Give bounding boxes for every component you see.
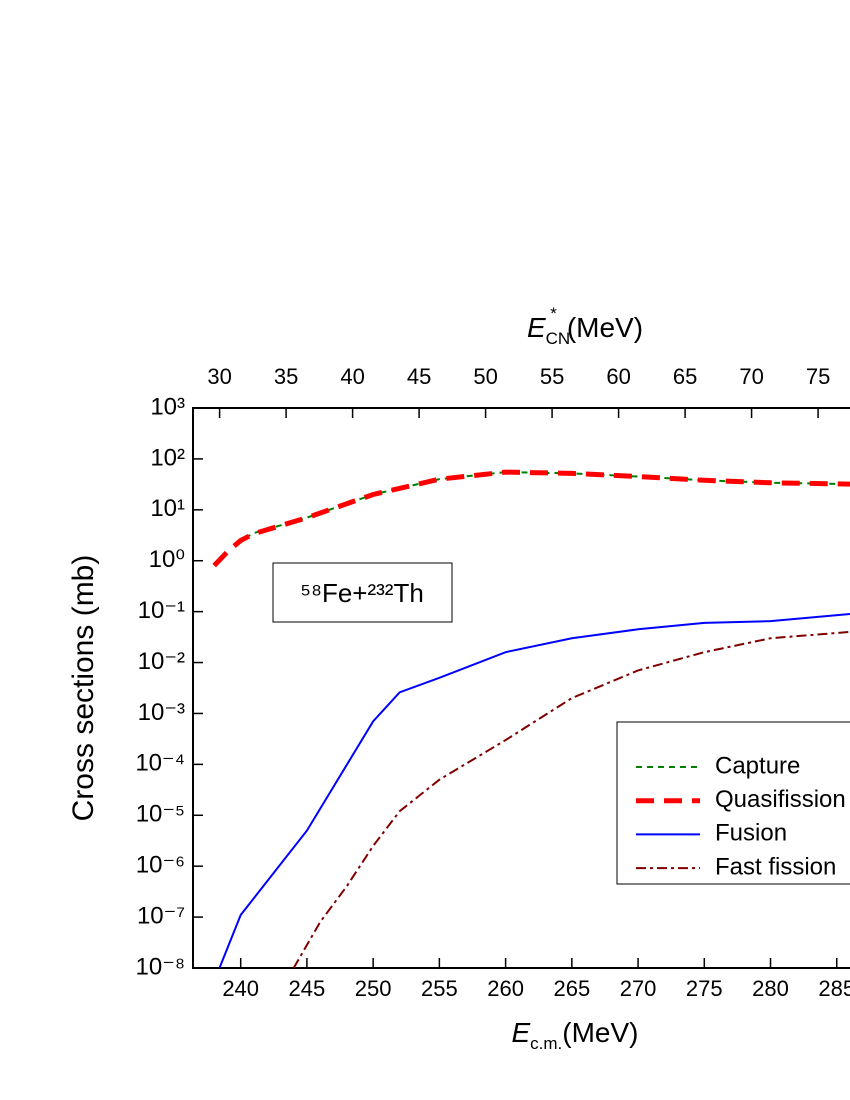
y-tick-label: 10⁻⁷ bbox=[137, 902, 185, 929]
plot-lines bbox=[212, 469, 850, 968]
x-tick-label: 280 bbox=[752, 976, 789, 1001]
y-axis-label: Cross sections (mb) bbox=[67, 555, 100, 822]
x2-tick-label: 75 bbox=[806, 364, 830, 389]
y-tick-label: 10⁻² bbox=[138, 648, 185, 675]
x2-tick-label: 55 bbox=[540, 364, 564, 389]
legend-label: Quasifission bbox=[715, 786, 846, 813]
y-tick-label: 10¹ bbox=[150, 495, 185, 522]
y-tick-label: 10² bbox=[150, 444, 185, 471]
series-line bbox=[212, 469, 850, 568]
y-tick-label: 10⁻⁸ bbox=[136, 953, 186, 980]
x2-label-sup: * bbox=[550, 304, 557, 323]
y-tick-label: 10⁰ bbox=[149, 546, 185, 573]
y-tick-label: 10⁻⁵ bbox=[136, 801, 185, 828]
x-tick-label: 265 bbox=[553, 976, 590, 1001]
x2-label-sub: CN bbox=[546, 329, 571, 348]
annotation: ⁵⁸Fe+²³²Th bbox=[300, 578, 424, 608]
legend-label: Capture bbox=[715, 752, 800, 779]
x-tick-label: 285 bbox=[818, 976, 850, 1001]
x2-label-main: E bbox=[527, 312, 546, 343]
x2-axis-label: ECN * (MeV) bbox=[527, 304, 643, 348]
x-tick-label: 240 bbox=[222, 976, 259, 1001]
x-tick-label: 255 bbox=[421, 976, 458, 1001]
x2-tick-label: 40 bbox=[340, 364, 364, 389]
y-tick-label: 10³ bbox=[150, 393, 185, 420]
series-line bbox=[218, 612, 850, 968]
x-tick-label: 260 bbox=[487, 976, 524, 1001]
x-label-sub: c.m. bbox=[530, 1034, 562, 1053]
y-tick-label: 10⁻⁴ bbox=[135, 750, 185, 777]
x-tick-label: 270 bbox=[620, 976, 657, 1001]
x2-tick-label: 70 bbox=[739, 364, 763, 389]
legend-label: Fusion bbox=[715, 820, 787, 847]
plot-frame bbox=[192, 407, 850, 969]
x2-tick-label: 65 bbox=[673, 364, 697, 389]
x2-tick-label: 60 bbox=[606, 364, 630, 389]
series-line bbox=[292, 630, 850, 968]
x-label-unit: (MeV) bbox=[562, 1017, 638, 1048]
legend-label: Fast fission bbox=[715, 853, 836, 880]
y-tick-label: 10⁻³ bbox=[138, 699, 185, 726]
x2-tick-label: 50 bbox=[473, 364, 497, 389]
x2-tick-label: 35 bbox=[274, 364, 298, 389]
x2-tick-label: 45 bbox=[407, 364, 431, 389]
legend-box bbox=[616, 721, 850, 885]
annotation-box bbox=[272, 562, 453, 623]
x-tick-label: 250 bbox=[355, 976, 392, 1001]
x-tick-label: 245 bbox=[289, 976, 326, 1001]
y-tick-label: 10⁻¹ bbox=[138, 597, 185, 624]
x2-tick-label: 30 bbox=[207, 364, 231, 389]
x-axis-label: Ec.m.(MeV) bbox=[511, 1017, 638, 1053]
y-tick-label: 10⁻⁶ bbox=[136, 852, 185, 879]
x-tick-label: 275 bbox=[686, 976, 723, 1001]
x-label-main: E bbox=[511, 1017, 530, 1048]
x2-label-unit: (MeV) bbox=[567, 312, 643, 343]
